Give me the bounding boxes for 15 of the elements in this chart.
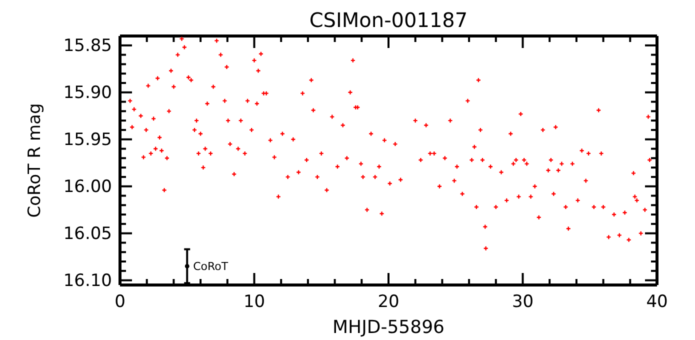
x-axis-title: MHJD-55896 — [332, 317, 444, 338]
y-tick-label: 15.90 — [63, 82, 112, 103]
y-tick-label: 15.95 — [63, 130, 112, 150]
y-tick-label: 15.85 — [63, 36, 112, 56]
y-tick-label: 16.10 — [63, 270, 112, 291]
x-tick-label: 40 — [646, 292, 668, 312]
x-tick-label: 20 — [378, 292, 400, 312]
x-tick-label: 30 — [512, 292, 534, 312]
y-axis-title: CoRoT R mag — [25, 103, 45, 218]
y-tick-label: 16.00 — [63, 176, 112, 197]
series-label: CoRoT — [193, 260, 228, 274]
x-tick-label: 10 — [243, 292, 266, 312]
y-tick-label: 16.05 — [63, 224, 112, 244]
chart-title: CSIMon-001187 — [309, 8, 468, 32]
x-tick-label: 0 — [114, 292, 126, 312]
